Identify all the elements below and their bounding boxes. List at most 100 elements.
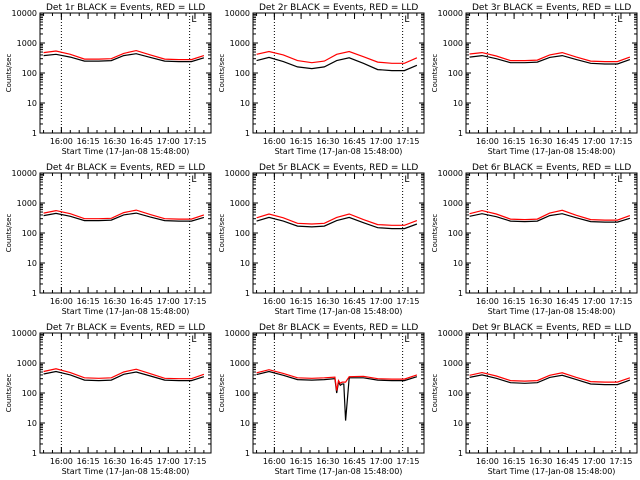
lld-series-line [256,369,418,391]
y-axis-label: Counts/sec [431,214,439,253]
x-axis-label: Start Time (17-Jan-08 15:48:00) [275,307,403,316]
y-tick-label: 1000 [17,359,37,368]
detector-panel: Det 5r BLACK = Events, RED = LLD 1 10 100 10… [218,163,425,316]
x-tick-label: 16:30 [103,137,126,146]
lld-series-line [256,50,418,64]
x-tick-label: 17:15 [609,137,632,146]
x-tick-label: 16:45 [343,137,366,146]
x-tick-label: 16:00 [476,457,499,466]
y-tick-label: 100 [22,229,37,238]
panel-title: Det 3r BLACK = Events, RED = LLD [472,3,631,13]
y-tick-label: 1000 [230,359,250,368]
detector-panel: Det 9r BLACK = Events, RED = LLD 1 10 100 10… [431,323,638,476]
x-tick-label: 16:15 [503,137,526,146]
corner-label: L [191,175,196,185]
x-tick-label: 17:15 [183,457,206,466]
plot-frame [39,332,212,454]
y-tick-label: 10000 [225,9,250,18]
y-tick-label: 10 [27,99,37,108]
x-tick-label: 16:45 [556,297,579,306]
x-tick-label: 16:15 [503,297,526,306]
y-tick-label: 1 [32,449,37,458]
y-tick-label: 10 [453,99,463,108]
panel-title: Det 7r BLACK = Events, RED = LLD [46,323,205,333]
y-axis-label: Counts/sec [218,54,226,93]
x-tick-label: 16:00 [50,137,73,146]
x-tick-label: 17:15 [396,297,419,306]
detector-panel: Det 6r BLACK = Events, RED = LLD 1 10 100 10… [431,163,638,316]
y-tick-label: 1 [245,449,250,458]
y-tick-label: 10000 [12,9,37,18]
x-tick-label: 17:00 [583,457,606,466]
y-tick-label: 10000 [12,169,37,178]
y-tick-label: 100 [235,229,250,238]
x-tick-label: 16:00 [263,297,286,306]
x-axis-label: Start Time (17-Jan-08 15:48:00) [275,147,403,156]
lld-series-line [43,209,205,220]
x-tick-label: 16:45 [556,457,579,466]
lld-series-line [469,209,631,221]
panel-title: Det 5r BLACK = Events, RED = LLD [259,163,418,173]
y-tick-label: 1 [245,129,250,138]
x-tick-label: 16:45 [130,457,153,466]
panel-title: Det 1r BLACK = Events, RED = LLD [46,3,205,13]
plot-frame [39,12,212,134]
events-series-line [256,216,418,230]
y-tick-label: 100 [448,69,463,78]
y-tick-label: 100 [235,389,250,398]
lld-series-line [43,368,205,380]
y-axis-label: Counts/sec [218,374,226,413]
plot-frame [465,172,638,294]
events-series-line [43,53,205,63]
y-axis-label: Counts/sec [5,214,13,253]
y-tick-label: 100 [448,229,463,238]
x-tick-label: 17:00 [157,137,180,146]
x-axis-label: Start Time (17-Jan-08 15:48:00) [275,467,403,476]
y-tick-label: 10 [240,419,250,428]
corner-label: L [617,15,622,25]
y-tick-label: 100 [22,69,37,78]
x-tick-label: 17:15 [183,137,206,146]
y-tick-label: 10 [453,259,463,268]
x-tick-label: 16:15 [503,457,526,466]
y-tick-label: 1 [458,449,463,458]
x-tick-label: 16:15 [290,137,313,146]
x-tick-label: 17:00 [157,297,180,306]
lld-series-line [43,49,205,61]
y-tick-label: 10000 [225,329,250,338]
y-tick-label: 10 [240,259,250,268]
y-axis-label: Counts/sec [431,54,439,93]
x-tick-label: 17:00 [370,457,393,466]
x-tick-label: 16:30 [103,457,126,466]
y-tick-label: 10000 [438,329,463,338]
events-series-line [469,374,631,386]
plot-frame [252,12,425,134]
y-tick-label: 100 [22,389,37,398]
x-tick-label: 16:30 [316,137,339,146]
x-tick-label: 16:15 [77,137,100,146]
corner-label: L [617,175,622,185]
y-tick-label: 100 [448,389,463,398]
lld-series-line [469,51,631,63]
x-axis-label: Start Time (17-Jan-08 15:48:00) [488,307,616,316]
panel-title: Det 6r BLACK = Events, RED = LLD [472,163,631,173]
lld-series-line [256,213,418,226]
x-tick-label: 16:00 [50,297,73,306]
detector-panel: Det 7r BLACK = Events, RED = LLD 1 10 100 10… [5,323,212,476]
x-axis-label: Start Time (17-Jan-08 15:48:00) [488,467,616,476]
y-axis-label: Counts/sec [5,374,13,413]
corner-label: L [617,335,622,345]
lld-series-line [469,371,631,383]
detector-panel: Det 3r BLACK = Events, RED = LLD 1 10 100 10… [431,3,638,156]
panel-title: Det 2r BLACK = Events, RED = LLD [259,3,418,13]
x-tick-label: 16:30 [316,297,339,306]
y-tick-label: 1000 [443,359,463,368]
x-tick-label: 17:15 [183,297,206,306]
x-tick-label: 17:00 [583,297,606,306]
y-tick-label: 10 [240,99,250,108]
x-tick-label: 16:45 [130,297,153,306]
x-tick-label: 16:15 [77,297,100,306]
events-series-line [469,213,631,223]
x-tick-label: 16:00 [476,137,499,146]
y-tick-label: 1 [32,129,37,138]
